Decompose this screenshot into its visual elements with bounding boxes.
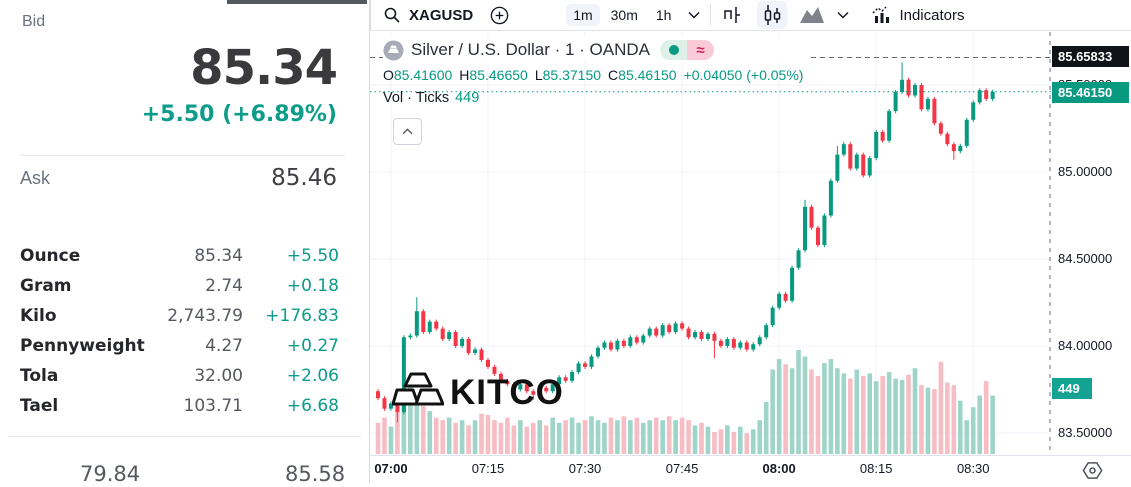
volume-legend: Vol · Ticks 449 xyxy=(383,90,810,106)
volume-axis-label: 449 xyxy=(1052,378,1092,399)
metal-change: +176.83 xyxy=(265,306,339,326)
metal-unit: Tola xyxy=(20,366,59,386)
metal-row-ounce: Ounce 85.34 +5.50 xyxy=(0,241,369,271)
indicators-icon[interactable] xyxy=(871,5,893,25)
compare-add-icon[interactable] xyxy=(489,5,510,26)
gold-bars-icon xyxy=(391,371,445,414)
y-axis-label: 85.00000 xyxy=(1058,164,1113,179)
watermark-text: KITCO xyxy=(450,372,564,412)
scrollbar-fragment[interactable] xyxy=(227,0,367,4)
time-axis-label: 07:15 xyxy=(471,461,505,476)
bid-change: +5.50 (+6.89%) xyxy=(141,102,337,127)
upper-price-line-label: 85.65833 xyxy=(1052,46,1129,68)
instrument-status-hexagon-icon[interactable] xyxy=(1081,459,1104,487)
ask-price: 85.46 xyxy=(271,165,337,191)
area-style-icon[interactable] xyxy=(799,5,825,25)
metal-change: +2.06 xyxy=(286,366,339,386)
interval-menu-chevron-icon[interactable] xyxy=(688,11,700,19)
metal-change: +0.18 xyxy=(286,276,339,296)
metal-unit: Tael xyxy=(20,396,59,416)
instrument-logo-icon xyxy=(383,40,404,61)
metal-value: 4.27 xyxy=(205,336,243,356)
interval-1m-button[interactable]: 1m xyxy=(566,4,600,26)
symbol-search-button[interactable]: XAGUSD xyxy=(409,6,474,24)
metal-value: 2,743.79 xyxy=(167,306,243,326)
range-low-value: 79.84 xyxy=(80,462,141,486)
metal-unit: Gram xyxy=(20,276,72,296)
metal-change: +6.68 xyxy=(286,396,339,416)
time-axis-label: 08:00 xyxy=(762,461,796,476)
metal-row-kilo: Kilo 2,743.79 +176.83 xyxy=(0,301,369,331)
metal-unit: Pennyweight xyxy=(20,336,145,356)
toolbar-separator xyxy=(710,4,712,26)
time-axis-label: 08:15 xyxy=(859,461,893,476)
metal-row-gram: Gram 2.74 +0.18 xyxy=(0,271,369,301)
indicators-button[interactable]: Indicators xyxy=(899,6,965,24)
time-axis-border xyxy=(370,455,1131,456)
time-axis-label: 08:30 xyxy=(956,461,990,476)
y-axis-label: 84.50000 xyxy=(1058,251,1113,266)
metal-row-tael: Tael 103.71 +6.68 xyxy=(0,391,369,421)
bid-price: 85.34 xyxy=(190,40,338,96)
metal-value: 103.71 xyxy=(183,396,243,416)
price-chart-svg xyxy=(370,32,1051,455)
last-price-label: 85.46150 xyxy=(1052,81,1129,103)
ask-label: Ask xyxy=(20,168,51,188)
time-axis-label: 07:00 xyxy=(374,461,408,476)
y-axis-label: 83.50000 xyxy=(1058,425,1113,440)
metal-change: +0.27 xyxy=(286,336,339,356)
volume-series xyxy=(375,350,995,454)
metal-value: 85.34 xyxy=(194,246,243,266)
bid-label: Bid xyxy=(22,13,46,30)
metal-unit: Ounce xyxy=(20,246,81,266)
metal-row-tola: Tola 32.00 +2.06 xyxy=(0,361,369,391)
search-icon[interactable] xyxy=(383,6,401,24)
metal-value: 2.74 xyxy=(205,276,243,296)
candlestick-series xyxy=(376,62,995,423)
candlestick-style-icon[interactable] xyxy=(757,1,788,29)
ohlc-values: O85.41600 H85.46650 L85.37150 C85.46150 +0.0… xyxy=(383,67,804,83)
legend-collapse-button[interactable] xyxy=(393,118,422,145)
delayed-data-icon[interactable]: ≈ xyxy=(687,40,714,60)
quote-panel: Bid 85.34 +5.50 (+6.89%) Ask 85.46 Ounce… xyxy=(0,0,370,486)
y-axis-label: 84.00000 xyxy=(1058,338,1113,353)
chart-plot-area[interactable] xyxy=(370,32,1051,455)
kitco-watermark: KITCO xyxy=(391,371,564,414)
metal-unit: Kilo xyxy=(20,306,57,326)
metal-change: +5.50 xyxy=(286,246,339,266)
volume-label: Vol · Ticks xyxy=(383,90,450,106)
interval-30m-button[interactable]: 30m xyxy=(610,7,638,23)
interval-1h-button[interactable]: 1h xyxy=(655,7,672,23)
divider xyxy=(20,155,345,156)
volume-value: 449 xyxy=(455,90,480,106)
metal-value: 32.00 xyxy=(194,366,243,386)
bar-style-icon[interactable] xyxy=(721,3,745,27)
metal-row-pennyweight: Pennyweight 4.27 +0.27 xyxy=(0,331,369,361)
chart-legend: Silver / U.S. Dollar · 1 · OANDA ≈ O85.4… xyxy=(383,38,811,106)
divider xyxy=(8,436,361,437)
market-status-dot-icon[interactable] xyxy=(660,40,687,60)
time-axis-label: 07:30 xyxy=(568,461,602,476)
chart-toolbar: XAGUSD 1m 30m 1h Indicat xyxy=(370,0,1131,31)
range-high-value: 85.58 xyxy=(285,462,346,486)
time-axis-label: 07:45 xyxy=(665,461,699,476)
legend-symbol-title[interactable]: Silver / U.S. Dollar · 1 · OANDA xyxy=(411,40,650,59)
style-menu-chevron-icon[interactable] xyxy=(837,11,849,19)
